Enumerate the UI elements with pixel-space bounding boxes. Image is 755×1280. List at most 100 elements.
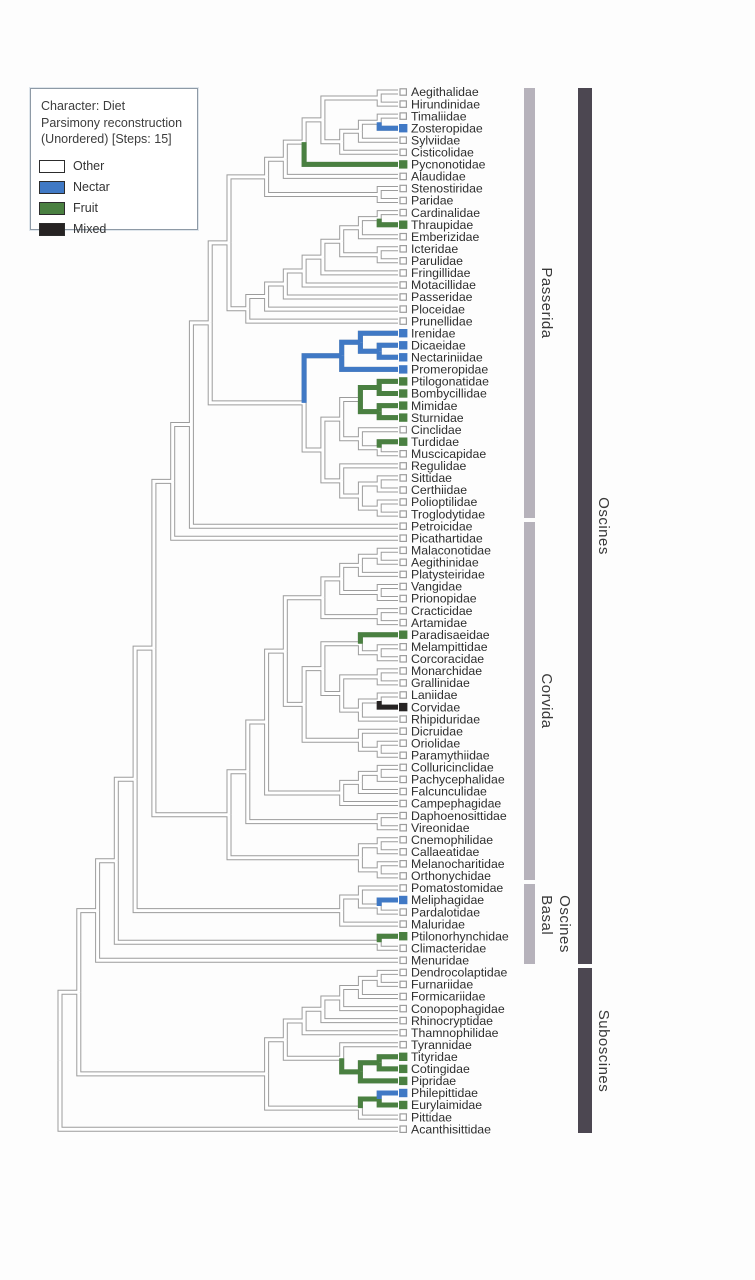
phylo-branch [301, 254, 323, 271]
taxon-label: Pardalotidae [411, 905, 480, 919]
phylo-branch-core [283, 140, 305, 160]
tip-square-fruit [399, 932, 408, 941]
taxon-label: Pachycephalidae [411, 773, 505, 787]
phylo-branch-fruit [357, 399, 380, 415]
taxon-label: Promeropidae [411, 363, 488, 377]
clade-label-word: Suboscines [595, 1009, 612, 1093]
phylo-branch-core [377, 609, 398, 617]
phylo-branch [339, 779, 361, 793]
taxon-label: Hirundinidae [411, 97, 480, 111]
tip-square-open [399, 232, 408, 241]
taxon-label: Pipridae [411, 1074, 456, 1088]
clade-bar-suboscines [578, 968, 592, 1134]
phylo-branch [282, 651, 305, 707]
legend-item-other: Other [31, 156, 197, 177]
taxon-label: Colluricinclidae [411, 761, 494, 775]
phylo-branch-core [246, 295, 267, 309]
phylo-branch-core [321, 597, 380, 619]
clade-bar-corvida [524, 522, 535, 880]
tip-square-open [399, 1040, 408, 1049]
tip-square-open [399, 196, 408, 205]
phylo-branch-core [377, 970, 398, 979]
taxon-label: Meliphagidae [411, 893, 484, 907]
phylo-branch-core [321, 119, 342, 144]
tip-square-open [399, 811, 408, 820]
tip-square-open [399, 498, 408, 506]
phylo-branch-fruit [376, 1062, 398, 1072]
phylo-branch-core [265, 649, 286, 722]
taxon-label: Dicruidae [411, 724, 463, 738]
tip-square-open [399, 884, 408, 892]
phylo-branch-core [283, 596, 323, 652]
phylo-branch-core [377, 556, 398, 564]
phylo-branch [339, 141, 398, 155]
phylo-branch [339, 562, 361, 579]
phylo-branch [282, 139, 305, 160]
phylo-branch-core [265, 296, 398, 311]
taxon-label: Fringillidae [411, 266, 471, 280]
phylo-branch [339, 225, 361, 242]
taxon-label: Ptilogonatidae [411, 375, 489, 389]
phylo-branch-core [358, 120, 380, 132]
taxon-label: Turdidae [411, 435, 459, 449]
phylo-branch [113, 776, 136, 861]
phylo-branch-core [377, 862, 398, 870]
phylo-branch [320, 450, 342, 484]
tip-square-open [399, 474, 408, 482]
phylo-branch-core [377, 741, 398, 750]
phylo-branch [339, 578, 380, 595]
phylo-branch-core [358, 428, 398, 439]
taxon-label: Bombycillidae [411, 387, 487, 401]
phylo-branch-core [377, 821, 398, 830]
phylo-branch [301, 402, 323, 453]
tip-square-nectar [399, 329, 408, 338]
phylo-branch-core [340, 693, 361, 712]
phylo-branch-core [189, 321, 211, 425]
phylo-branch-core [208, 322, 305, 405]
phylo-branch-fruit [376, 218, 398, 228]
phylo-branch [151, 648, 229, 818]
phylo-branch-core [227, 175, 267, 243]
taxon-label: Thamnophilidae [411, 1026, 499, 1040]
taxon-label: Pittidae [411, 1110, 452, 1124]
taxon-label: Conopophagidae [411, 1002, 505, 1016]
taxon-label: Cisticolidae [411, 146, 474, 160]
phylo-branch-fruit [376, 439, 398, 448]
phylo-branch-core [358, 729, 398, 741]
taxon-label: Pycnonotidae [411, 158, 486, 172]
phylo-branch [282, 595, 323, 652]
branch-colored [301, 122, 398, 1109]
phylo-branch-nectar [301, 353, 342, 403]
phylo-branch-core [152, 648, 229, 817]
phylo-branch-core [133, 779, 342, 913]
phylo-branch-core [358, 554, 380, 566]
taxon-label: Polioptilidae [411, 495, 477, 509]
tip-square-open [399, 799, 408, 808]
phylo-branch-core [321, 239, 342, 258]
phylo-branch-core [321, 96, 380, 120]
phylo-branch-core [340, 780, 361, 793]
tip-square-open [399, 835, 408, 844]
phylo-branch [188, 320, 211, 425]
phylo-branch-core [377, 845, 398, 854]
tip-square-fruit [399, 1064, 408, 1074]
phylo-branch-core [358, 482, 380, 496]
phylo-branch-core [321, 642, 361, 669]
taxon-label: Ploceidae [411, 302, 465, 316]
clade-label-word: Oscines [556, 895, 573, 953]
phylo-branch-core [77, 992, 267, 1076]
phylo-branch-fruit [357, 1060, 380, 1072]
legend-item-nectar: Nectar [31, 177, 197, 198]
phylo-branch-core [77, 909, 98, 993]
phylo-branch [282, 1039, 342, 1061]
phylo-branch-core [377, 476, 398, 484]
phylo-branch-core [377, 773, 398, 781]
phylo-branch-core [340, 129, 361, 142]
tip-square-open [399, 257, 408, 265]
phylo-branch-core [340, 563, 361, 579]
tip-square-open [399, 269, 408, 277]
clade-label-word: Passerida [538, 267, 555, 339]
phylo-branch-core [114, 777, 136, 861]
taxon-label: Timaliidae [411, 109, 467, 123]
taxon-label: Ptilonorhynchidae [411, 929, 509, 943]
